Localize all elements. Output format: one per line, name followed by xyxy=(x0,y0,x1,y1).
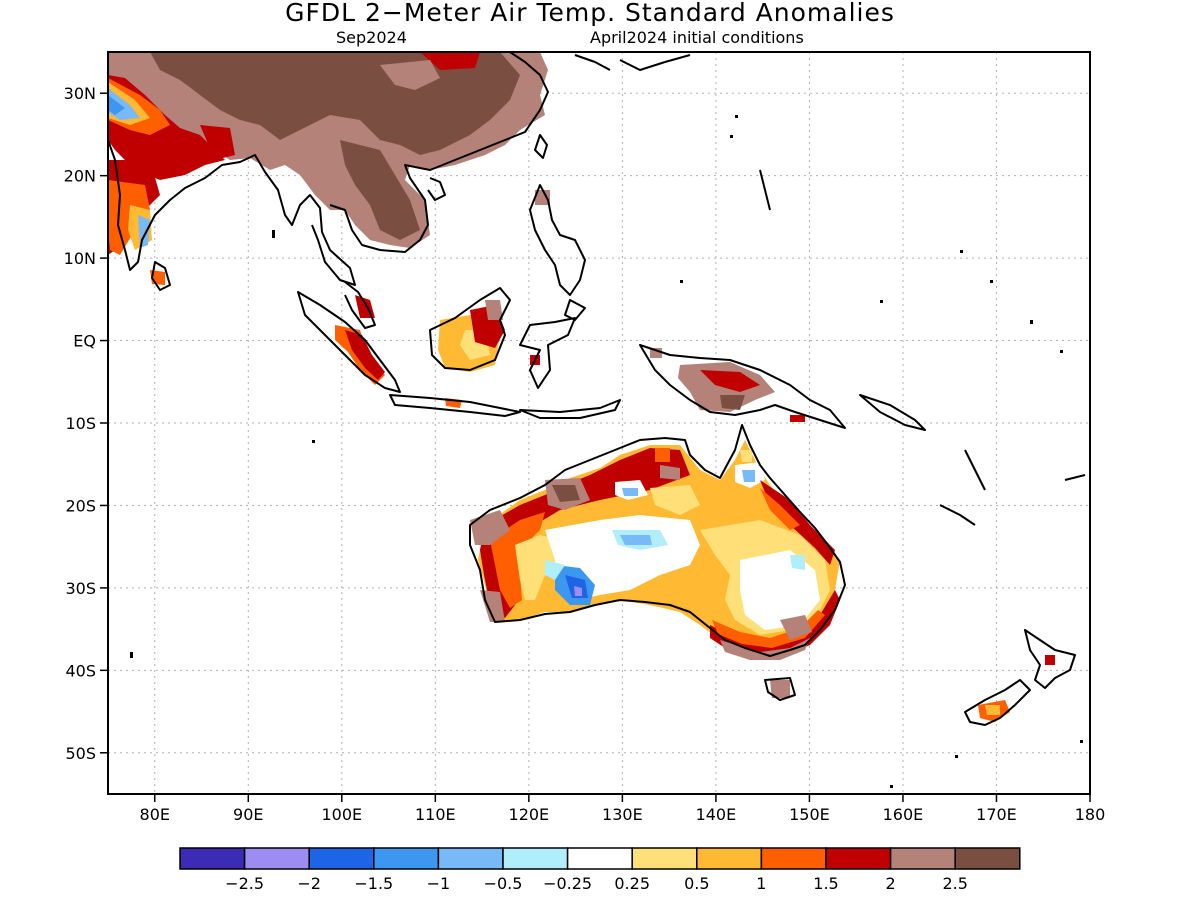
lon-tick-label: 100E xyxy=(321,805,362,824)
forecast-month: Sep2024 xyxy=(336,28,407,47)
map-title: GFDL 2−Meter Air Temp. Standard Anomalie… xyxy=(285,0,895,27)
colorbar-swatch xyxy=(696,847,763,870)
coastlines xyxy=(108,52,1086,726)
maritime-anomaly-fill xyxy=(335,190,805,422)
lat-tick-label: 30S xyxy=(65,579,96,598)
colorbar-swatch xyxy=(566,847,633,870)
lat-tick-label: 20N xyxy=(64,167,96,186)
lon-tick-label: 180 xyxy=(1075,805,1106,824)
lon-tick-label: 150E xyxy=(789,805,830,824)
lon-tick-label: 140E xyxy=(696,805,737,824)
colorbar-label: 0.25 xyxy=(614,874,650,893)
colorbar-swatch xyxy=(243,847,310,870)
australia-anomaly-fill xyxy=(470,440,840,698)
colorbar-swatch xyxy=(502,847,569,870)
lon-tick-label: 170E xyxy=(976,805,1017,824)
colorbar-swatch xyxy=(437,847,504,870)
lon-tick-label: 110E xyxy=(415,805,456,824)
lon-tick-label: 80E xyxy=(140,805,170,824)
colorbar-label: 2.5 xyxy=(942,874,967,893)
colorbar-label: 1 xyxy=(756,874,766,893)
lon-tick-label: 160E xyxy=(883,805,924,824)
lat-tick-label: 10N xyxy=(64,249,96,268)
initial-conditions: April2024 initial conditions xyxy=(590,28,804,47)
lat-tick-label: 30N xyxy=(64,84,96,103)
colorbar-label: −1 xyxy=(427,874,451,893)
lat-tick-label: 40S xyxy=(65,661,96,680)
lon-tick-label: 90E xyxy=(233,805,263,824)
colorbar-swatch xyxy=(760,847,827,870)
colorbar-swatch xyxy=(373,847,440,870)
lon-tick-label: 120E xyxy=(509,805,550,824)
colorbar-label: −0.25 xyxy=(543,874,592,893)
colorbar-label: −2.5 xyxy=(225,874,264,893)
colorbar-swatch xyxy=(889,847,956,870)
lon-tick-label: 130E xyxy=(602,805,643,824)
colorbar-label: 1.5 xyxy=(813,874,838,893)
colorbar-label: 2 xyxy=(886,874,896,893)
lat-tick-label: EQ xyxy=(73,332,96,351)
colorbar-swatch xyxy=(308,847,375,870)
asia-anomaly-fill xyxy=(108,52,548,285)
lat-tick-label: 50S xyxy=(65,744,96,763)
colorbar-swatch xyxy=(631,847,698,870)
colorbar-swatch xyxy=(179,847,246,870)
lat-tick-label: 10S xyxy=(65,414,96,433)
island-dots xyxy=(130,115,1083,788)
colorbar-label: −2 xyxy=(297,874,321,893)
longitude-axis: 80E 90E 100E 110E 120E 130E 140E 150E 160E 170E 18… xyxy=(140,794,1106,824)
latitude-axis: 30N 20N 10N EQ 10S 20S 30S 40S 50S xyxy=(64,84,108,763)
colorbar-label: −1.5 xyxy=(354,874,393,893)
colorbar-swatch xyxy=(825,847,892,870)
lat-tick-label: 20S xyxy=(65,496,96,515)
colorbar-label: 0.5 xyxy=(684,874,709,893)
colorbar-label: −0.5 xyxy=(484,874,523,893)
colorbar: −2.5 −2 −1.5 −1 −0.5 −0.25 0.25 0.5 1 1.5 2 2.5 xyxy=(179,847,1021,893)
colorbar-swatch xyxy=(954,847,1021,870)
